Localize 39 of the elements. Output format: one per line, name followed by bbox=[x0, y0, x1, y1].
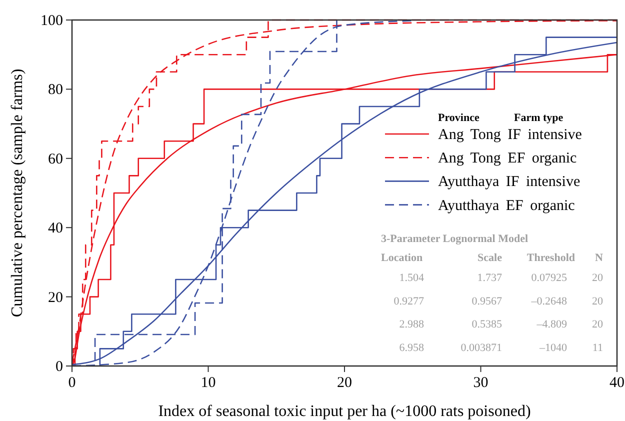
y-tick-label: 100 bbox=[40, 13, 63, 29]
annotation: 0.9567 bbox=[472, 295, 502, 308]
legend-label: Ayutthaya IF intensive bbox=[438, 174, 580, 190]
y-tick-label: 60 bbox=[48, 151, 63, 168]
annotation: –0.2648 bbox=[530, 295, 568, 308]
annotation: 0.07925 bbox=[531, 272, 568, 284]
annotation: 2.988 bbox=[399, 318, 424, 331]
annotation: 0.9277 bbox=[394, 295, 424, 308]
y-tick-label: 80 bbox=[48, 82, 63, 98]
x-tick-label: 10 bbox=[200, 375, 216, 391]
annotation: Location bbox=[381, 252, 423, 264]
y-tick-label: 40 bbox=[48, 220, 63, 237]
annotation: 3-Parameter Lognormal Model bbox=[381, 233, 528, 245]
annotation: 11 bbox=[592, 342, 603, 354]
annotation: N bbox=[595, 252, 604, 264]
annotation: 20 bbox=[592, 295, 604, 308]
x-tick-label: 20 bbox=[337, 375, 352, 391]
legend-label: Ang Tong EF organic bbox=[438, 150, 577, 167]
y-tick-label: 20 bbox=[48, 290, 63, 306]
x-tick-label: 30 bbox=[473, 375, 488, 391]
annotation: Scale bbox=[478, 252, 502, 264]
annotation: –4.809 bbox=[536, 318, 568, 331]
annotation: 1.737 bbox=[477, 272, 502, 284]
annotation: 6.958 bbox=[399, 342, 424, 354]
x-axis-title: Index of seasonal toxic input per ha (~1000 rats poisoned) bbox=[158, 403, 531, 420]
x-tick-label: 40 bbox=[610, 375, 624, 391]
legend-label: Ayutthaya EF organic bbox=[438, 198, 576, 214]
y-tick-label: 0 bbox=[56, 359, 63, 375]
annotation: 1.504 bbox=[399, 272, 424, 284]
text: Province Farm type bbox=[438, 112, 564, 124]
annotation: 0.5385 bbox=[472, 318, 502, 331]
annotation: 20 bbox=[592, 318, 604, 331]
annotation: –1040 bbox=[538, 342, 568, 354]
legend-label: Ang Tong IF intensive bbox=[438, 127, 582, 143]
x-tick-label: 0 bbox=[68, 375, 76, 391]
annotation: 20 bbox=[592, 272, 604, 284]
y-axis-title: Cumulative percentage (sample farms) bbox=[9, 68, 26, 318]
annotation: Threshold bbox=[526, 252, 575, 264]
annotation: 0.003871 bbox=[460, 342, 502, 354]
